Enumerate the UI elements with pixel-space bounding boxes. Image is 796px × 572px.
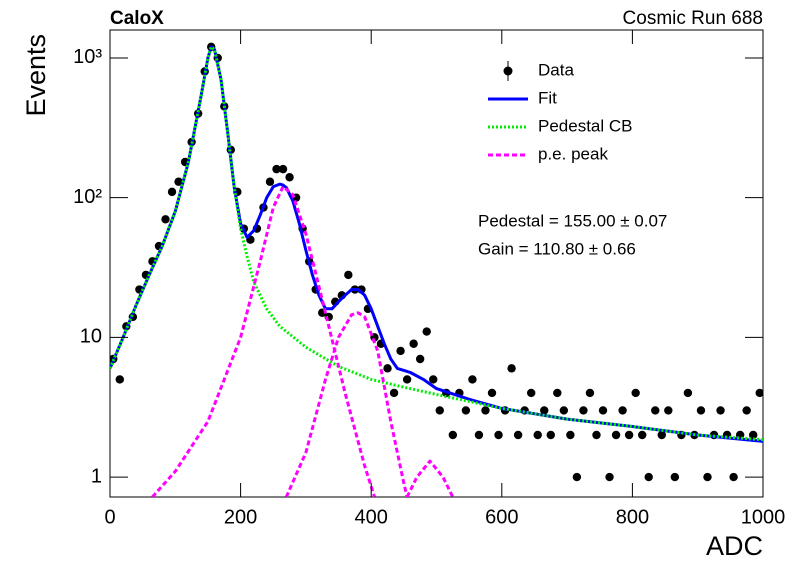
- data-point: [278, 164, 288, 174]
- data-point: [637, 430, 647, 440]
- legend-label: p.e. peak: [538, 144, 608, 163]
- x-tick-label: 1000: [741, 506, 786, 528]
- data-point: [448, 430, 458, 440]
- x-tick-label: 400: [355, 506, 388, 528]
- data-point: [611, 430, 621, 440]
- data-point: [494, 430, 503, 440]
- curve: [151, 185, 455, 497]
- y-tick-label: 10³: [73, 46, 102, 68]
- data-point: [344, 270, 353, 280]
- data-point: [468, 375, 477, 384]
- data-point: [402, 375, 412, 384]
- data-point: [174, 177, 183, 186]
- x-axis-label: ADC: [706, 531, 763, 561]
- legend-label: Pedestal CB: [538, 116, 633, 135]
- data-point: [533, 430, 542, 440]
- data-point: [664, 406, 673, 415]
- data-point: [585, 388, 595, 398]
- plot-frame: [109, 29, 764, 498]
- data-point: [651, 406, 660, 415]
- data-point: [553, 388, 562, 398]
- plot-area: [110, 42, 763, 497]
- data-point: [461, 406, 471, 415]
- data-point: [161, 215, 170, 224]
- data-point: [389, 388, 399, 398]
- annotation: Gain = 110.80 ± 0.66: [478, 239, 636, 258]
- data-point: [598, 406, 608, 415]
- y-tick-label: 10: [80, 326, 102, 348]
- y-axis-label: Events: [21, 34, 51, 117]
- data-point: [631, 388, 640, 398]
- data-point: [742, 406, 751, 415]
- chart-subtitle: Cosmic Run 688: [623, 8, 763, 29]
- data-point: [572, 472, 582, 482]
- data-point: [513, 430, 523, 440]
- data-point: [579, 406, 588, 415]
- data-point: [624, 430, 634, 440]
- data-point: [566, 430, 575, 440]
- legend-label: Fit: [538, 88, 557, 107]
- data-point: [644, 472, 653, 482]
- data-point: [540, 406, 549, 415]
- data-point: [683, 388, 693, 398]
- data-point: [696, 406, 706, 415]
- data-point: [716, 406, 725, 415]
- y-tick-label: 10²: [73, 186, 102, 208]
- data-point: [559, 406, 569, 415]
- data-point: [507, 364, 516, 373]
- data-point: [396, 346, 405, 356]
- data-point: [265, 177, 275, 186]
- x-tick-label: 200: [224, 506, 257, 528]
- x-tick-label: 600: [485, 506, 518, 528]
- data-point: [383, 364, 392, 373]
- data-point: [167, 187, 177, 197]
- data-point: [749, 430, 758, 440]
- data-point: [755, 388, 763, 398]
- data-point: [409, 339, 418, 348]
- data-point: [657, 430, 666, 440]
- legend-label: Data: [538, 60, 574, 79]
- data-point: [415, 354, 425, 364]
- data-point: [618, 406, 627, 415]
- legend-marker: [503, 66, 513, 76]
- data-point: [546, 430, 555, 440]
- data-point: [474, 430, 484, 440]
- data-point: [429, 375, 438, 384]
- curve: [110, 45, 763, 442]
- chart-title: CaloX: [110, 8, 164, 29]
- data-point: [115, 375, 124, 384]
- x-tick-label: 0: [104, 506, 115, 528]
- x-tick-label: 800: [616, 506, 649, 528]
- data-point: [272, 164, 281, 174]
- data-point: [526, 388, 536, 398]
- data-point: [285, 173, 294, 182]
- curve: [110, 45, 763, 443]
- data-point: [592, 430, 601, 440]
- y-tick-label: 1: [91, 465, 102, 487]
- data-point: [670, 472, 680, 482]
- data-point: [487, 388, 497, 398]
- data-point: [435, 406, 444, 415]
- annotation: Pedestal = 155.00 ± 0.07: [478, 211, 667, 230]
- data-point: [481, 406, 490, 415]
- data-point: [605, 472, 614, 482]
- data-point: [729, 472, 738, 482]
- data-point: [422, 327, 431, 336]
- data-point: [703, 472, 712, 482]
